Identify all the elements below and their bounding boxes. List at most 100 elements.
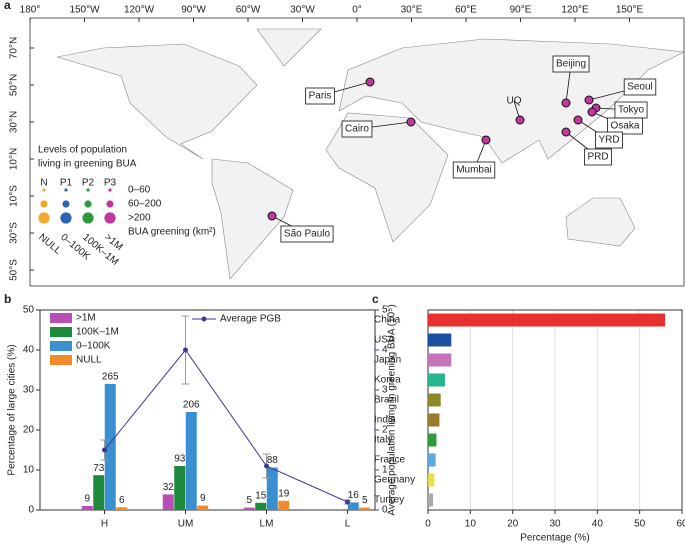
y2-tick-label: 3	[382, 385, 388, 396]
city-box	[305, 87, 335, 105]
bar	[428, 393, 441, 407]
count-label: 5	[246, 495, 252, 506]
bar	[428, 353, 452, 367]
y2-tick-label: 5	[382, 305, 388, 316]
x-axis-label: Percentage (%)	[520, 533, 589, 544]
y-tick-label: Korea	[374, 375, 401, 386]
legend-size-title: BUA greening (km²)	[128, 227, 216, 238]
legend-dot	[108, 188, 112, 192]
bar	[428, 413, 440, 427]
count-label: 206	[183, 400, 200, 411]
bar	[174, 466, 186, 510]
point	[102, 447, 107, 453]
city-dot	[587, 107, 597, 117]
bar	[266, 467, 278, 510]
bar	[81, 506, 93, 510]
x-tick-label: 60	[676, 519, 685, 530]
city-label: Beijing	[556, 59, 586, 70]
city-box	[595, 131, 623, 149]
legend-title: living in greening BUA	[38, 159, 137, 170]
x-tick-label: 50	[634, 519, 646, 530]
lon-label: 60°E	[455, 5, 477, 16]
north-america	[56, 43, 258, 160]
y-tick-label: 40	[23, 345, 35, 356]
lat-label: 50°S	[9, 259, 20, 281]
city-box	[452, 161, 496, 179]
city-box	[280, 225, 334, 243]
count-label: 88	[267, 455, 279, 466]
bar	[428, 333, 452, 347]
legend-size: >200	[128, 213, 151, 224]
africa	[325, 112, 449, 243]
x-tick-label: 40	[592, 519, 604, 530]
south-america	[211, 158, 294, 280]
city-dot	[365, 77, 375, 87]
city-dot	[584, 95, 594, 105]
bar	[197, 505, 209, 510]
city-box	[552, 55, 590, 73]
bar	[185, 412, 197, 510]
y-tick-label: 20	[23, 425, 35, 436]
bar	[428, 433, 437, 447]
y2-tick-label: 2	[382, 425, 388, 436]
city-label: Cairo	[345, 124, 369, 135]
legend-dot	[38, 212, 50, 224]
count-label: 15	[255, 490, 267, 501]
y2-tick-label: 4	[382, 345, 388, 356]
y-tick-label: 10	[23, 465, 35, 476]
bar	[104, 384, 116, 510]
lon-label: 60°W	[236, 5, 261, 16]
x-tick-label: LM	[260, 519, 274, 530]
bar	[428, 473, 435, 487]
lon-label: 90°E	[510, 5, 532, 16]
panel-label: c	[372, 292, 379, 306]
count-label: 9	[200, 493, 206, 504]
city-dot	[481, 135, 491, 145]
city-label: Osaka	[611, 121, 640, 132]
city-dot	[267, 211, 277, 221]
point	[345, 499, 350, 505]
count-label: 5	[362, 495, 368, 506]
legend-level: P2	[82, 178, 95, 189]
city-label: Paris	[309, 91, 332, 102]
city-label: Mumbai	[456, 165, 492, 176]
lon-label: 0°	[352, 5, 362, 16]
x-tick-label: H	[101, 519, 108, 530]
legend-point	[201, 316, 207, 322]
city-label: PRD	[587, 152, 608, 163]
panel-label: b	[4, 292, 11, 306]
bar	[278, 500, 290, 510]
y2-tick-label: 0	[382, 505, 388, 516]
greenland	[256, 28, 322, 67]
city-label: Seoul	[627, 82, 653, 93]
legend-size: 60–200	[128, 199, 162, 210]
lon-label: 150°E	[616, 5, 644, 16]
line	[104, 349, 348, 503]
legend-level: N	[40, 178, 47, 189]
legend-dot	[62, 200, 70, 208]
count-label: 265	[102, 372, 119, 383]
y-tick-label: 0	[28, 505, 34, 516]
legend-level: P3	[104, 178, 117, 189]
city-dot	[561, 98, 571, 108]
bar	[428, 313, 666, 327]
city-dot	[573, 115, 583, 125]
legend-dot	[64, 188, 68, 192]
lat-label: 10°S	[9, 185, 20, 207]
count-label: 19	[278, 488, 290, 499]
legend-size: 0–60	[128, 185, 151, 196]
legend-dot	[106, 200, 114, 208]
y-tick-label: France	[374, 455, 406, 466]
legend-label: 0–100K	[76, 341, 111, 352]
lon-label: 150°W	[69, 5, 100, 16]
australia	[565, 197, 636, 247]
y-tick-label: India	[374, 415, 396, 426]
bar	[243, 507, 255, 510]
city-box	[584, 148, 612, 166]
bar	[93, 475, 105, 510]
lat-label: 30°S	[9, 222, 20, 244]
city-dot	[515, 115, 525, 125]
y-tick-label: Italy	[374, 435, 392, 446]
legend-title: Levels of population	[38, 145, 127, 156]
